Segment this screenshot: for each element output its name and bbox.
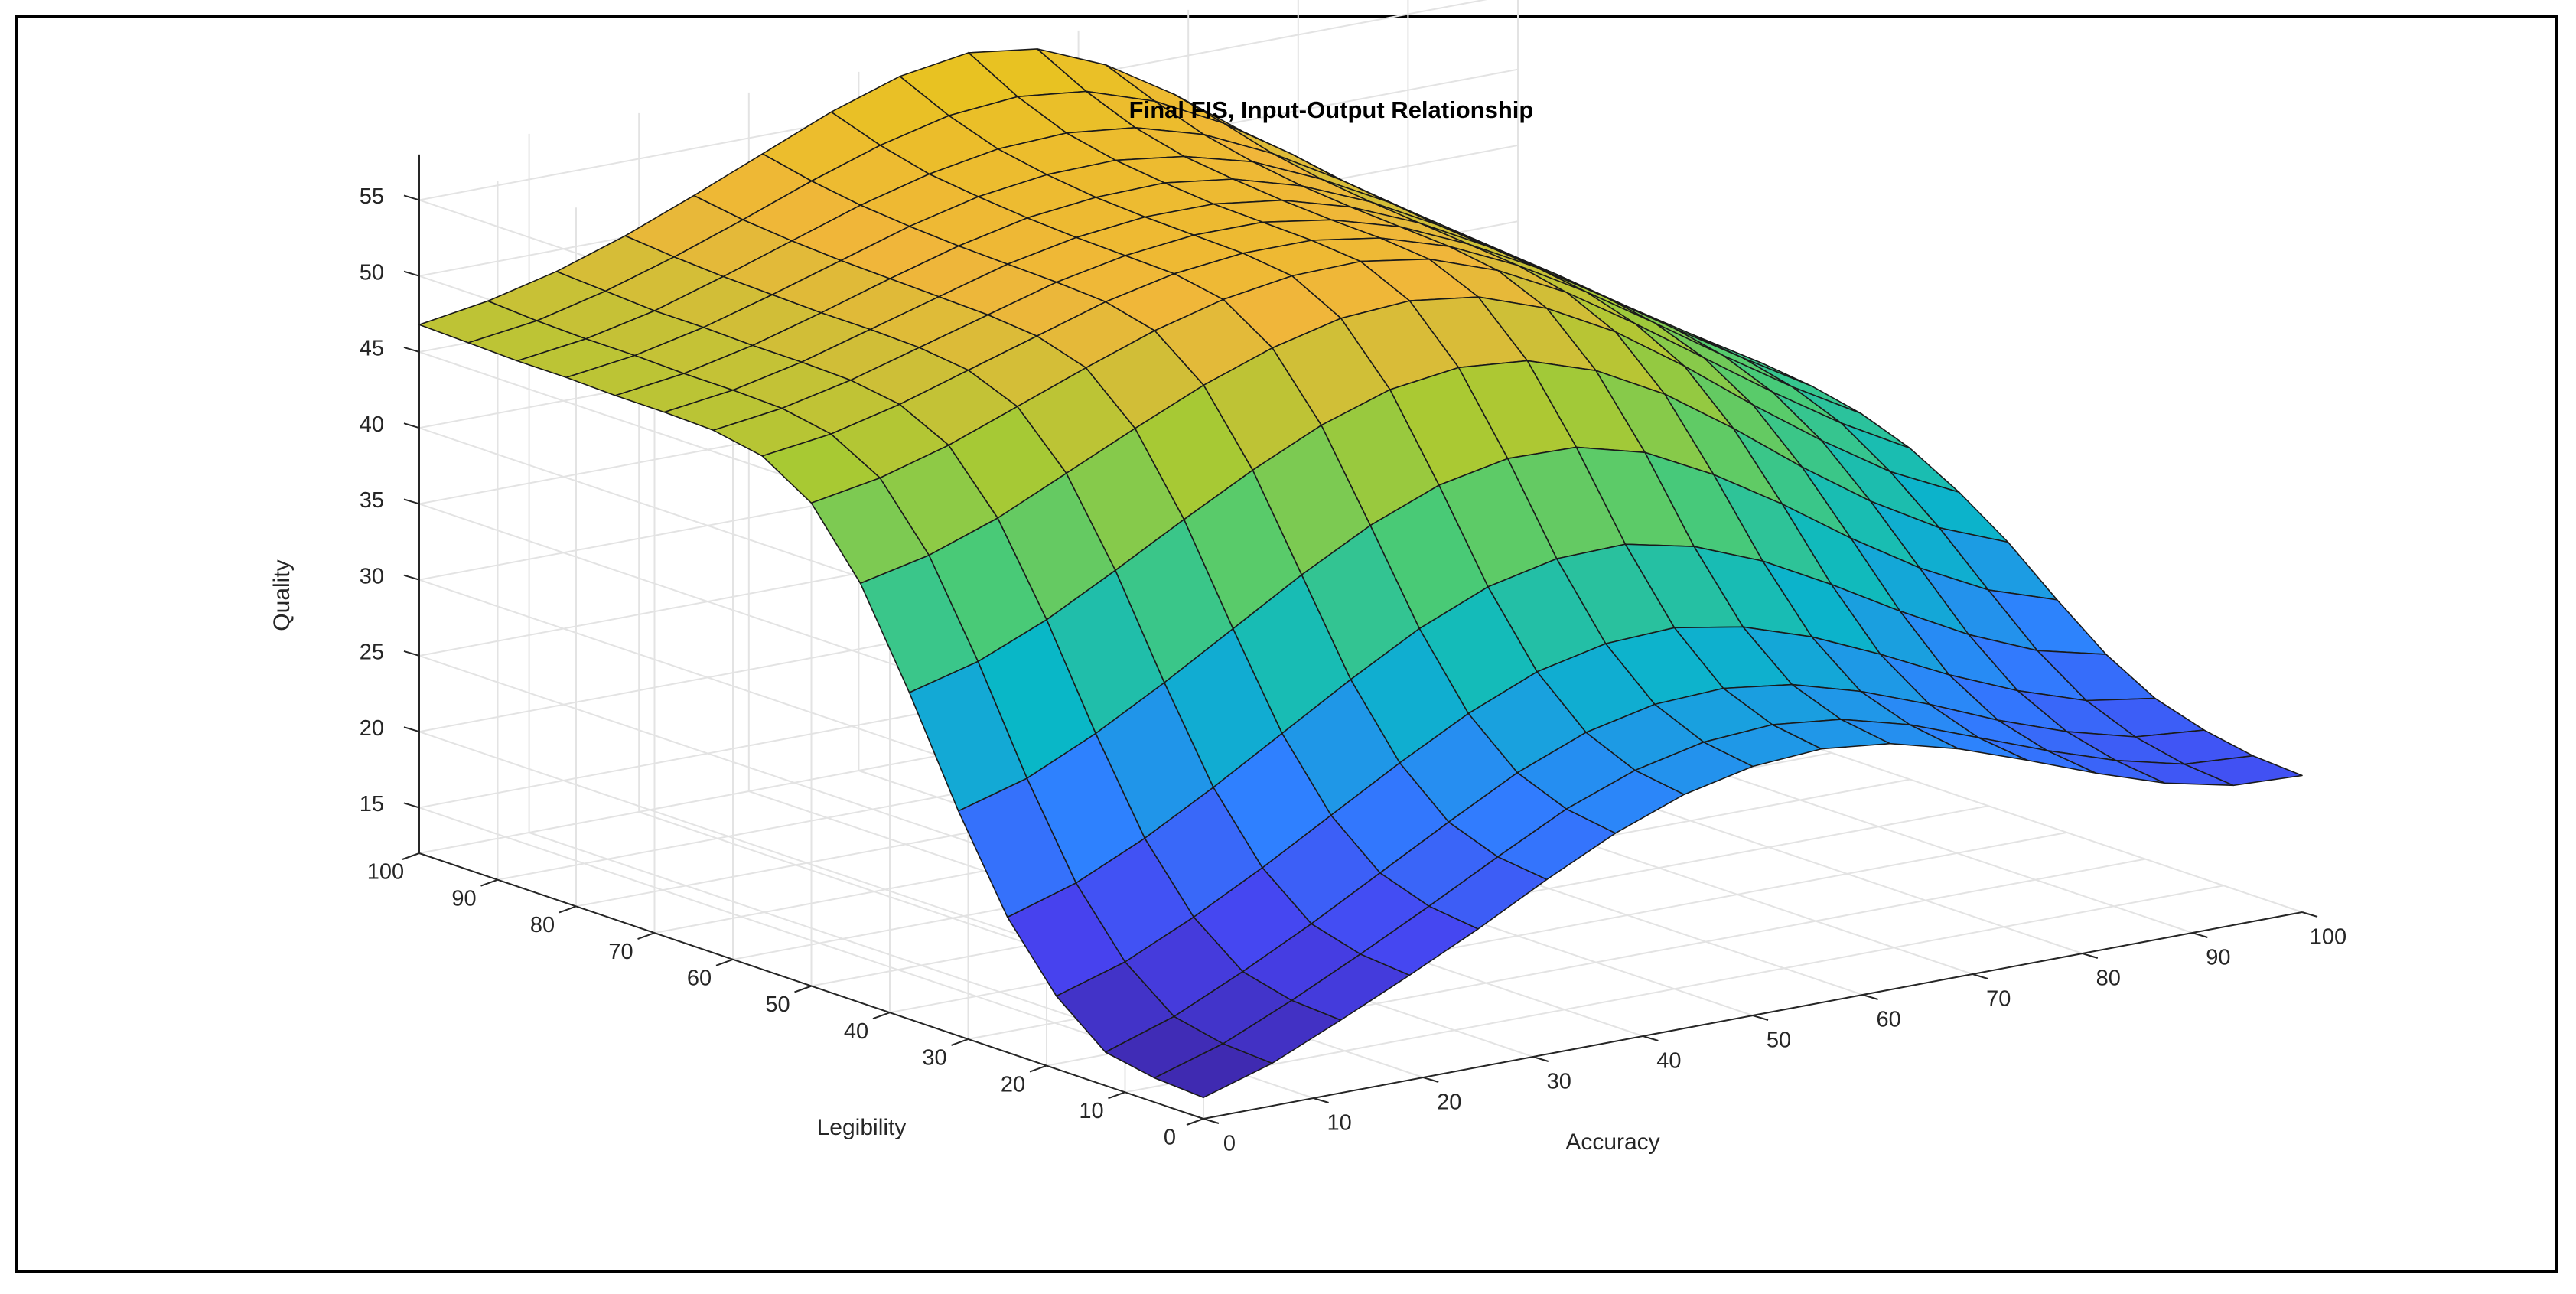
y-axis-label: Legibility — [817, 1115, 907, 1140]
z-tick-mark — [403, 498, 420, 505]
y-tick-label: 0 — [1164, 1126, 1176, 1150]
x-tick-label: 40 — [1656, 1049, 1681, 1074]
z-tick-mark — [403, 726, 420, 733]
surface-layer — [418, 48, 2303, 1098]
x-tick-label: 100 — [2310, 925, 2346, 950]
chart-title: Final FIS, Input-Output Relationship — [1129, 96, 1534, 123]
x-tick-mark — [2082, 953, 2099, 959]
z-tick-label: 40 — [360, 412, 384, 437]
y-tick-label: 70 — [608, 940, 633, 964]
x-tick-label: 10 — [1327, 1111, 1351, 1136]
z-tick-label: 30 — [360, 564, 384, 588]
grid-line — [418, 807, 1204, 1074]
x-tick-label: 30 — [1547, 1070, 1571, 1094]
z-tick-label: 55 — [360, 184, 384, 209]
y-tick-mark — [1108, 1091, 1125, 1100]
x-tick-mark — [2192, 932, 2208, 938]
y-tick-label: 80 — [530, 913, 555, 937]
x-tick-mark — [1532, 1056, 1549, 1062]
x-tick-label: 60 — [1876, 1008, 1900, 1032]
x-tick-mark — [1313, 1097, 1329, 1103]
y-tick-label: 100 — [367, 860, 404, 885]
x-tick-label: 90 — [2206, 946, 2230, 970]
y-tick-label: 60 — [687, 966, 712, 990]
x-tick-mark — [1422, 1077, 1439, 1083]
z-tick-mark — [403, 270, 420, 277]
z-tick-mark — [403, 574, 420, 581]
surface-patch — [2184, 755, 2303, 787]
x-axis-label: Accuracy — [1565, 1129, 1659, 1155]
y-tick-label: 40 — [844, 1019, 868, 1044]
y-tick-label: 30 — [922, 1046, 946, 1071]
y-tick-mark — [715, 958, 734, 966]
x-tick-label: 0 — [1223, 1132, 1236, 1156]
x-tick-mark — [1643, 1035, 1659, 1041]
y-tick-mark — [794, 985, 812, 993]
z-tick-label: 20 — [360, 716, 384, 741]
z-tick-mark — [403, 346, 420, 353]
z-axis-label: Quality — [269, 559, 295, 631]
z-tick-label: 45 — [360, 337, 384, 361]
z-tick-mark — [403, 194, 420, 201]
y-tick-mark — [637, 932, 655, 940]
z-tick-mark — [403, 802, 420, 809]
y-tick-mark — [1186, 1118, 1204, 1126]
x-tick-mark — [1972, 973, 1988, 979]
grid-line — [1125, 885, 2224, 1094]
x-tick-mark — [1752, 1015, 1769, 1021]
x-tick-label: 70 — [1986, 987, 2011, 1012]
x-tick-label: 50 — [1767, 1028, 1791, 1053]
y-tick-label: 50 — [765, 993, 790, 1017]
z-tick-label: 35 — [360, 488, 384, 513]
y-tick-mark — [872, 1012, 891, 1020]
y-tick-mark — [1029, 1064, 1047, 1073]
z-tick-mark — [403, 422, 420, 429]
y-tick-mark — [402, 852, 420, 860]
x-tick-mark — [1203, 1118, 1220, 1124]
y-tick-label: 10 — [1079, 1099, 1103, 1123]
y-tick-label: 90 — [451, 886, 476, 911]
axis-layer: 0 10 20 30 40 50 60 70 80 90 100 0 10 20 30 40 50 60 70 80 9… — [360, 154, 2346, 1156]
y-tick-mark — [951, 1038, 969, 1046]
x-tick-label: 80 — [2096, 966, 2121, 991]
z-tick-mark — [403, 650, 420, 657]
x-tick-mark — [1862, 994, 1878, 1000]
y-tick-mark — [480, 878, 498, 887]
z-tick-label: 25 — [360, 640, 384, 665]
z-tick-label: 15 — [360, 792, 384, 816]
x-tick-label: 20 — [1437, 1090, 1461, 1115]
y-tick-mark — [559, 905, 577, 914]
z-tick-label: 50 — [360, 260, 384, 285]
x-tick-mark — [2301, 911, 2318, 918]
y-tick-label: 20 — [1001, 1072, 1025, 1097]
